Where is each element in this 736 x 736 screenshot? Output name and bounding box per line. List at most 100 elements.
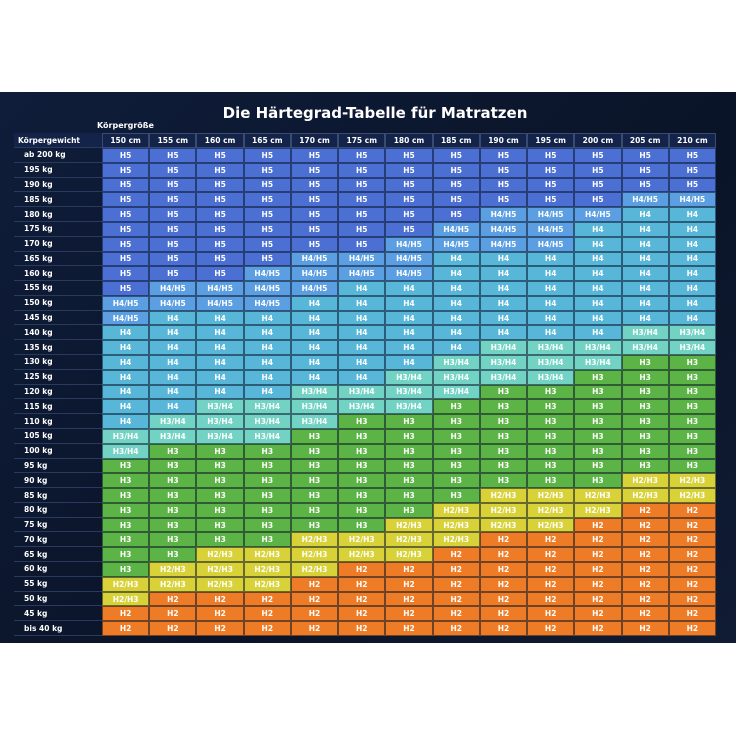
- cell: H2: [102, 606, 150, 622]
- cell: H3: [149, 458, 197, 474]
- cell: H5: [196, 251, 244, 267]
- cell: H5: [668, 148, 716, 163]
- cell: H2: [385, 591, 433, 607]
- cell: H2/H3: [149, 562, 197, 577]
- cell: H3: [149, 443, 197, 459]
- cell: H2: [338, 591, 386, 607]
- cell: H3: [149, 502, 197, 518]
- cell: H4: [574, 310, 622, 326]
- cell: H3/H4: [385, 399, 433, 415]
- cell: H5: [243, 192, 291, 208]
- cell: H4: [479, 295, 528, 311]
- cell: H5: [243, 221, 291, 237]
- cell: H5: [338, 221, 386, 237]
- cell: H3/H4: [290, 414, 339, 429]
- cell: H4: [574, 266, 622, 282]
- cell: H3: [102, 458, 150, 474]
- cell: H2: [385, 606, 433, 622]
- row-label: 175 kg: [14, 222, 102, 237]
- cell: H3: [668, 399, 716, 415]
- row-label: 150 kg: [14, 296, 102, 311]
- cell: H3/H4: [668, 325, 716, 341]
- cell: H3: [621, 399, 669, 415]
- cell: H5: [102, 236, 150, 252]
- cell: H3: [621, 428, 669, 444]
- cell: H5: [621, 148, 669, 163]
- cell: H4: [290, 310, 339, 326]
- cell: H2/H3: [621, 488, 669, 503]
- cell: H4: [338, 310, 386, 326]
- cell: H5: [290, 221, 339, 237]
- cell: H4: [621, 295, 669, 311]
- cell: H5: [432, 148, 480, 163]
- cell: H2: [290, 606, 339, 622]
- cell: H4: [574, 236, 622, 252]
- cell: H3: [385, 473, 433, 489]
- cell: H4/H5: [432, 236, 480, 252]
- cell: H3/H4: [574, 355, 622, 370]
- cell: H3: [527, 384, 575, 400]
- row-label: 120 kg: [14, 385, 102, 400]
- cell: H2: [338, 562, 386, 577]
- cell: H3: [527, 414, 575, 429]
- cell: H5: [196, 266, 244, 282]
- cell: H4/H5: [479, 236, 528, 252]
- cell: H2: [527, 562, 575, 577]
- cell: H2: [621, 532, 669, 548]
- cell: H4: [621, 281, 669, 296]
- cell: H5: [102, 281, 150, 296]
- cell: H3: [196, 458, 244, 474]
- cell: H4: [432, 310, 480, 326]
- cell: H4: [574, 325, 622, 341]
- cell: H4: [338, 281, 386, 296]
- cell: H3: [290, 458, 339, 474]
- cell: H2/H3: [432, 532, 480, 548]
- cell: H2/H3: [243, 562, 291, 577]
- cell: H3: [385, 458, 433, 474]
- cell: H3: [385, 443, 433, 459]
- column-header: 175 cm: [338, 133, 386, 148]
- cell: H5: [432, 162, 480, 178]
- cell: H2: [338, 576, 386, 592]
- cell: H4/H5: [385, 251, 433, 267]
- cell: H5: [290, 177, 339, 193]
- cell: H3/H4: [621, 340, 669, 356]
- cell: H2: [621, 517, 669, 533]
- cell: H5: [149, 266, 197, 282]
- cell: H4: [149, 384, 197, 400]
- cell: H5: [149, 207, 197, 222]
- cell: H4: [527, 295, 575, 311]
- cell: H3: [149, 473, 197, 489]
- cell: H4: [102, 399, 150, 415]
- cell: H3/H4: [149, 428, 197, 444]
- cell: H3: [432, 458, 480, 474]
- cell: H2: [432, 591, 480, 607]
- cell: H4: [479, 251, 528, 267]
- cell: H4/H5: [196, 295, 244, 311]
- cell: H3: [432, 488, 480, 503]
- cell: H2: [479, 532, 528, 548]
- cell: H2/H3: [574, 502, 622, 518]
- cell: H2/H3: [196, 576, 244, 592]
- cell: H3/H4: [102, 428, 150, 444]
- cell: H4: [479, 281, 528, 296]
- cell: H4: [290, 355, 339, 370]
- cell: H5: [102, 207, 150, 222]
- cell: H5: [385, 148, 433, 163]
- cell: H2: [574, 562, 622, 577]
- cell: H3: [479, 414, 528, 429]
- cell: H2/H3: [196, 562, 244, 577]
- cell: H3: [574, 458, 622, 474]
- cell: H5: [243, 207, 291, 222]
- cell: H4/H5: [102, 295, 150, 311]
- cell: H3: [574, 369, 622, 385]
- cell: H3/H4: [527, 355, 575, 370]
- cell: H5: [432, 177, 480, 193]
- cell: H3/H4: [196, 399, 244, 415]
- cell: H3/H4: [479, 369, 528, 385]
- cell: H5: [102, 251, 150, 267]
- cell: H3: [621, 443, 669, 459]
- cell: H2: [527, 547, 575, 563]
- column-header: 195 cm: [527, 133, 575, 148]
- cell: H3/H4: [432, 355, 480, 370]
